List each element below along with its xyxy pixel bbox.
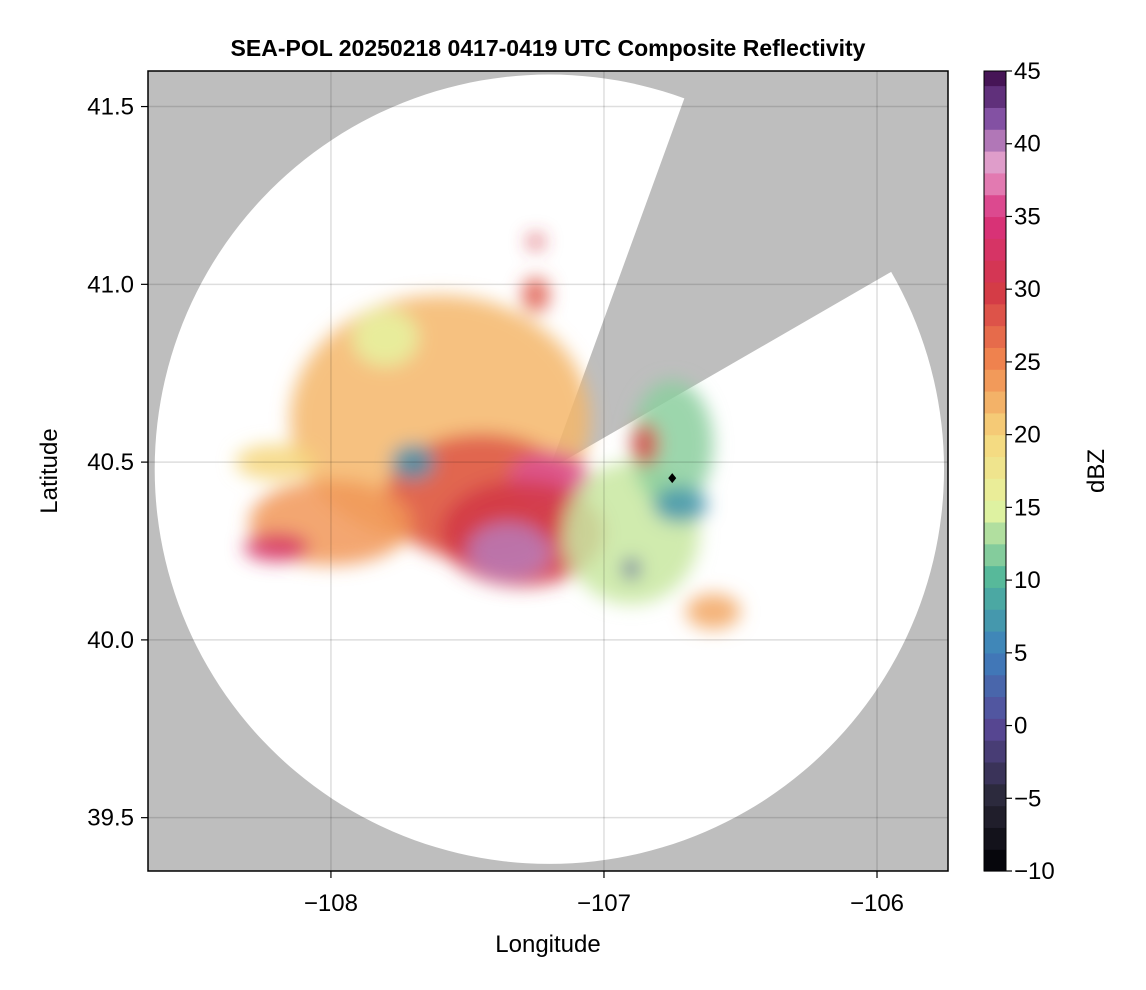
colorbar-ticks: −10 −5 0 5 10 15 20 25 30 35 40 45: [1006, 58, 1055, 885]
colorbar-swatch: [984, 456, 1006, 479]
colorbar-frame: [983, 70, 1007, 872]
echo-region: [391, 444, 435, 480]
x-tick-label: −108: [304, 890, 358, 917]
echo-region: [653, 487, 708, 523]
colorbar-swatch: [984, 521, 1006, 545]
colorbar-swatch: [984, 347, 1006, 370]
colorbar-tick-label: 5: [1014, 640, 1027, 667]
colorbar-tick-label: 45: [1014, 58, 1041, 85]
echo-region: [631, 380, 714, 509]
colorbar-swatch: [984, 107, 1006, 130]
colorbar-swatch: [984, 129, 1006, 152]
echo-region: [631, 423, 659, 466]
y-axis-label: Latitude: [36, 428, 63, 513]
colorbar-tick-label: 10: [1014, 567, 1041, 594]
colorbar-swatch: [984, 609, 1006, 632]
colorbar-swatch: [984, 652, 1006, 676]
colorbar-tick-label: 35: [1014, 203, 1041, 230]
colorbar-swatch: [984, 391, 1006, 414]
colorbar-swatch: [984, 238, 1006, 261]
colorbar-tick-label: 0: [1014, 713, 1027, 740]
colorbar-swatch: [984, 827, 1006, 850]
y-axis-ticks: 39.5 40.0 40.5 41.0 41.5: [87, 94, 148, 832]
colorbar-swatch: [984, 478, 1006, 501]
x-axis-label: Longitude: [495, 931, 600, 958]
colorbar-swatch: [984, 412, 1006, 436]
y-tick-label: 41.5: [87, 94, 134, 121]
colorbar-swatch: [984, 281, 1006, 305]
colorbar-tick-label: 25: [1014, 349, 1041, 376]
echo-region: [352, 309, 419, 367]
colorbar-swatch: [984, 849, 1006, 872]
colorbar-swatches: [984, 71, 1006, 872]
colorbar-swatch: [984, 718, 1006, 741]
colorbar-tick-label: 20: [1014, 422, 1041, 449]
colorbar-swatch: [984, 71, 1006, 87]
colorbar-swatch: [984, 151, 1006, 174]
colorbar-tick-label: 30: [1014, 276, 1041, 303]
chart-title: SEA-POL 20250218 0417-0419 UTC Composite…: [231, 35, 866, 61]
grid-lines: [148, 71, 948, 871]
colorbar-swatch: [984, 369, 1006, 392]
echo-region: [685, 593, 741, 630]
colorbar-label: dBZ: [1083, 449, 1110, 493]
echo-region: [243, 533, 310, 562]
y-tick-label: 40.0: [87, 627, 134, 654]
site-marker: [668, 473, 677, 484]
colorbar-swatch: [984, 565, 1006, 588]
colorbar-swatch: [984, 631, 1006, 654]
colorbar-swatch: [984, 500, 1006, 523]
y-tick-label: 39.5: [87, 805, 134, 832]
colorbar-swatch: [984, 761, 1006, 785]
echo-region: [623, 558, 640, 580]
colorbar-swatch: [984, 434, 1006, 458]
colorbar: −10 −5 0 5 10 15 20 25 30 35 40 45 dBZ: [983, 58, 1110, 885]
colorbar-swatch: [984, 85, 1006, 108]
colorbar-tick-label: 15: [1014, 494, 1041, 521]
colorbar-swatch: [984, 674, 1006, 698]
colorbar-swatch: [984, 587, 1006, 610]
echo-region: [527, 234, 544, 249]
x-tick-label: −106: [850, 890, 904, 917]
colorbar-tick-label: −10: [1014, 858, 1055, 885]
colorbar-swatch: [984, 696, 1006, 719]
reflectivity-echoes: [235, 234, 741, 630]
colorbar-swatch: [984, 740, 1006, 763]
colorbar-tick-label: −5: [1014, 785, 1041, 812]
plot-frame: [147, 70, 949, 872]
x-tick-label: −107: [577, 890, 631, 917]
y-tick-label: 41.0: [87, 271, 134, 298]
colorbar-swatch: [984, 783, 1006, 807]
colorbar-swatch: [984, 172, 1006, 196]
plot-area: −108 −107 −106 39.5 40.0 40.5 41.0 41.5: [87, 70, 949, 917]
colorbar-swatch: [984, 543, 1006, 567]
colorbar-swatch: [984, 216, 1006, 239]
colorbar-swatch: [984, 325, 1006, 348]
colorbar-swatch: [984, 194, 1006, 218]
colorbar-swatch: [984, 260, 1006, 283]
echo-region: [522, 277, 550, 313]
echo-region: [235, 444, 318, 480]
y-tick-label: 40.5: [87, 449, 134, 476]
echo-region: [467, 522, 550, 580]
colorbar-tick-label: 40: [1014, 131, 1041, 158]
x-axis-ticks: −108 −107 −106: [304, 871, 904, 917]
colorbar-swatch: [984, 805, 1006, 828]
colorbar-swatch: [984, 303, 1006, 327]
